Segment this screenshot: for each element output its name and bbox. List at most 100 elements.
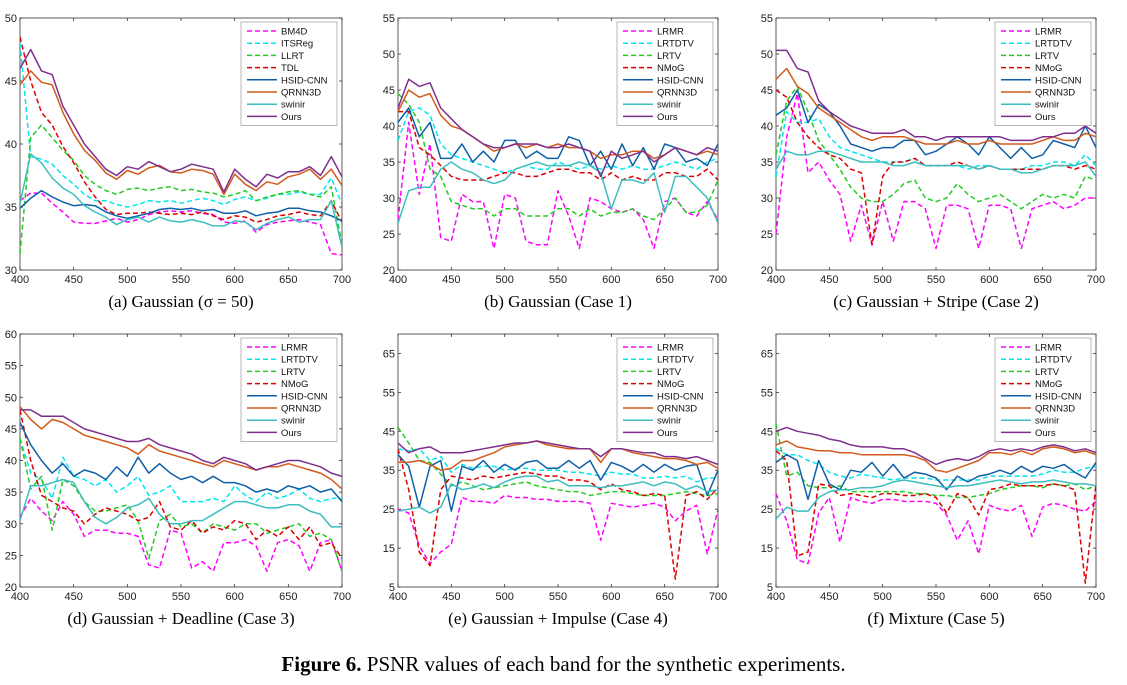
y-tick-label: 30 <box>5 519 17 531</box>
series-line-swinir <box>398 475 718 514</box>
series-line-ours <box>776 426 1096 466</box>
legend-label-itsreg: ITSReg <box>281 39 313 50</box>
legend-label-tdl: TDL <box>281 63 299 74</box>
series-line-lrtv <box>776 85 1096 210</box>
legend-label-qrnn3d: QRNN3D <box>281 404 321 415</box>
y-tick-label: 55 <box>761 387 773 399</box>
series-line-bm4d <box>20 192 342 256</box>
x-tick-label: 600 <box>980 591 998 603</box>
x-tick-label: 400 <box>389 591 407 603</box>
series-line-lrmr <box>20 497 342 572</box>
series-line-nmog <box>398 448 718 580</box>
legend-label-swinir: swinir <box>1035 100 1059 111</box>
legend-label-nmog: NMoG <box>657 63 684 74</box>
legend-label-lrmr: LRMR <box>657 343 684 354</box>
legend-label-swinir: swinir <box>281 100 305 111</box>
legend-label-lrmr: LRMR <box>1035 27 1062 38</box>
x-tick-label: 400 <box>389 274 407 286</box>
panel-2: 400 450 500 550 600 650 700 20 25 30 35 40 45 50 55 LRM… <box>383 13 727 311</box>
legend-label-ours: Ours <box>1035 112 1056 123</box>
series-line-qrnn3d <box>776 67 1096 145</box>
y-tick-label: 55 <box>383 387 395 399</box>
panel-3: 400 450 500 550 600 650 700 20 25 30 35 40 45 50 55 LRM… <box>761 13 1105 311</box>
y-tick-label: 45 <box>5 424 17 436</box>
x-tick-label: 650 <box>655 274 673 286</box>
x-tick-label: 500 <box>495 591 513 603</box>
series-line-llrt <box>20 124 342 254</box>
series-line-lrtv <box>20 438 342 572</box>
legend-label-lrtv: LRTV <box>657 51 682 62</box>
series-group <box>20 36 342 256</box>
x-tick-label: 400 <box>11 591 29 603</box>
series-line-ours <box>776 49 1096 142</box>
legend-label-hsid-cnn: HSID-CNN <box>657 75 704 86</box>
series-line-lrtdtv <box>398 107 718 174</box>
legend-label-qrnn3d: QRNN3D <box>657 404 697 415</box>
y-tick-label: 45 <box>383 85 395 97</box>
y-tick-label: 50 <box>761 49 773 61</box>
x-tick-label: 650 <box>279 591 297 603</box>
legend-label-lrtdtv: LRTDTV <box>1035 39 1072 50</box>
series-line-hsid-cnn <box>20 422 342 503</box>
x-tick-label: 550 <box>549 591 567 603</box>
series-line-nmog <box>398 110 718 181</box>
y-tick-label: 50 <box>383 49 395 61</box>
series-line-nmog <box>776 450 1096 584</box>
x-tick-label: 700 <box>709 591 727 603</box>
x-tick-label: 400 <box>767 591 785 603</box>
series-line-qrnn3d <box>20 70 342 196</box>
series-line-nmog <box>20 409 342 559</box>
legend-label-qrnn3d: QRNN3D <box>281 88 321 99</box>
x-tick-label: 450 <box>64 591 82 603</box>
series-group <box>398 78 718 250</box>
x-tick-label: 700 <box>333 591 351 603</box>
y-tick-label: 35 <box>383 465 395 477</box>
legend-label-nmog: NMoG <box>1035 379 1062 390</box>
y-tick-label: 15 <box>761 543 773 555</box>
x-tick-label: 500 <box>118 591 136 603</box>
x-tick-label: 600 <box>602 591 620 603</box>
y-tick-label: 40 <box>761 121 773 133</box>
y-tick-label: 40 <box>5 456 17 468</box>
x-tick-label: 550 <box>172 591 190 603</box>
x-tick-label: 550 <box>549 274 567 286</box>
legend-label-lrtv: LRTV <box>657 367 682 378</box>
legend-label-qrnn3d: QRNN3D <box>1035 404 1075 415</box>
series-line-qrnn3d <box>398 440 718 471</box>
legend-label-nmog: NMoG <box>657 379 684 390</box>
y-tick-label: 25 <box>5 550 17 562</box>
y-tick-label: 45 <box>761 426 773 438</box>
panel-6: 400 450 500 550 600 650 7005152535455565LRMRLR… <box>761 333 1105 628</box>
y-tick-label: 20 <box>761 265 773 277</box>
series-line-ours <box>398 78 718 178</box>
x-tick-label: 550 <box>927 591 945 603</box>
legend-box <box>240 337 338 442</box>
x-tick-label: 650 <box>1033 274 1051 286</box>
legend-label-lrmr: LRMR <box>281 343 308 354</box>
legend-label-hsid-cnn: HSID-CNN <box>657 391 704 402</box>
x-tick-label: 550 <box>172 274 190 286</box>
legend-label-lrtv: LRTV <box>1035 51 1060 62</box>
y-tick-label: 30 <box>383 193 395 205</box>
x-tick-label: 700 <box>1087 274 1105 286</box>
legend-label-lrtv: LRTV <box>1035 367 1060 378</box>
legend-label-nmog: NMoG <box>281 379 308 390</box>
legend-label-ours: Ours <box>281 428 302 439</box>
x-tick-label: 600 <box>225 274 243 286</box>
series-line-ours <box>20 409 342 478</box>
legend-label-swinir: swinir <box>1035 416 1059 427</box>
figure-caption: Figure 6. PSNR values of each band for t… <box>0 652 1127 677</box>
legend-label-hsid-cnn: HSID-CNN <box>281 391 328 402</box>
y-tick-label: 30 <box>5 265 17 277</box>
x-tick-label: 600 <box>980 274 998 286</box>
legend-label-llrt: LLRT <box>281 51 304 62</box>
legend-label-lrmr: LRMR <box>1035 343 1062 354</box>
legend-box <box>994 337 1092 442</box>
legend-box <box>616 21 714 126</box>
y-tick-label: 45 <box>383 426 395 438</box>
legend-label-ours: Ours <box>1035 428 1056 439</box>
legend-label-nmog: NMoG <box>1035 63 1062 74</box>
legend-box <box>994 21 1092 126</box>
series-line-lrtdtv <box>398 448 718 483</box>
x-tick-label: 450 <box>442 591 460 603</box>
